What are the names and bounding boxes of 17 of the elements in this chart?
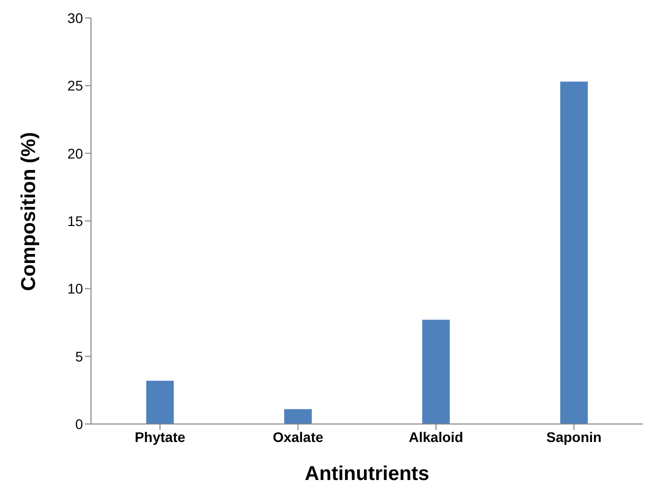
x-tick-label: Phytate: [134, 428, 186, 445]
bar: [284, 409, 312, 424]
y-tick-label: 15: [67, 212, 84, 229]
x-axis-title: Antinutrients: [304, 463, 430, 485]
y-tick-label: 30: [67, 10, 84, 26]
x-tick-label: Oxalate: [272, 428, 324, 445]
y-tick-label: 0: [75, 416, 84, 432]
bar: [146, 380, 174, 424]
y-tick-label: 20: [67, 145, 84, 162]
y-axis-title: Composition (%): [18, 132, 40, 291]
y-tick-label: 10: [67, 280, 84, 297]
y-tick-label: 5: [75, 348, 84, 364]
bar: [422, 320, 450, 424]
y-tick-label: 25: [67, 78, 84, 94]
x-tick-label: Saponin: [546, 428, 602, 445]
bar: [560, 82, 588, 424]
x-tick-label: Alkaloid: [408, 428, 464, 445]
